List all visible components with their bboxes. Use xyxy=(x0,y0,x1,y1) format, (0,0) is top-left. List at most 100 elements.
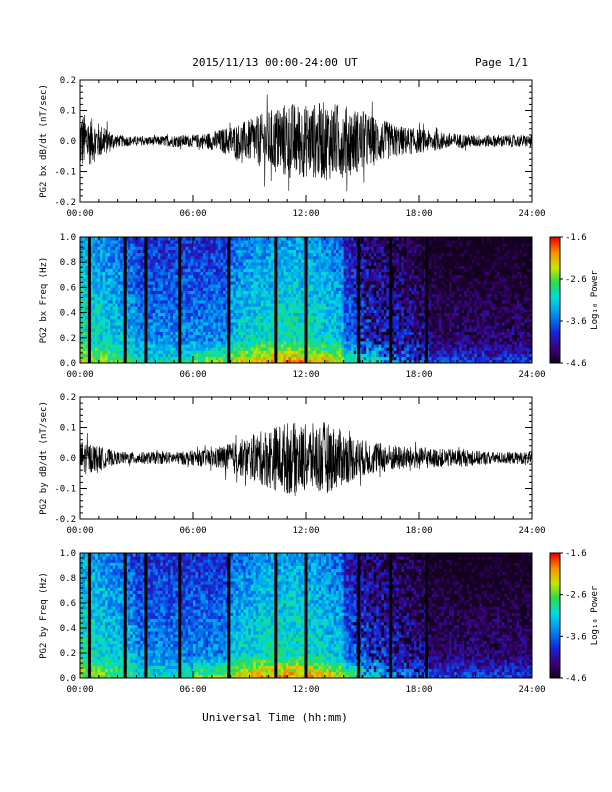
heatmap-cell xyxy=(117,334,121,339)
heatmap-cell xyxy=(316,331,319,336)
heatmap-cell xyxy=(110,249,114,254)
heatmap-cell xyxy=(351,312,355,317)
heatmap-cell xyxy=(120,344,124,348)
heatmap-cell xyxy=(187,350,191,354)
heatmap-cell xyxy=(198,344,201,348)
heatmap-cell xyxy=(218,274,222,279)
heatmap-cell xyxy=(308,359,312,364)
heatmap-cell xyxy=(185,274,189,279)
heatmap-cell xyxy=(102,290,106,295)
heatmap-cell xyxy=(105,322,109,326)
heatmap-cell xyxy=(130,246,134,250)
heatmap-cell xyxy=(336,274,340,279)
heatmap-cell xyxy=(371,356,375,361)
heatmap-cell xyxy=(215,252,219,257)
heatmap-cell xyxy=(155,331,159,336)
heatmap-cell xyxy=(175,265,179,269)
heatmap-cell xyxy=(112,347,116,351)
heatmap-cell xyxy=(220,350,224,354)
heatmap-cell xyxy=(300,243,304,247)
heatmap-cell xyxy=(336,344,340,348)
heatmap-cell xyxy=(165,328,169,332)
heatmap-cell xyxy=(338,255,342,260)
heatmap-cell xyxy=(220,340,224,345)
heatmap-cell xyxy=(238,328,242,332)
heatmap-cell xyxy=(240,322,244,326)
heatmap-cell xyxy=(230,318,234,323)
heatmap-cell xyxy=(238,277,242,282)
heatmap-cell xyxy=(230,359,234,364)
heatmap-cell xyxy=(100,347,103,351)
heatmap-cell xyxy=(368,243,372,247)
heatmap-cell xyxy=(270,312,274,317)
heatmap-cell xyxy=(311,300,314,304)
heatmap-cell xyxy=(140,277,144,282)
heatmap-cell xyxy=(235,237,239,241)
heatmap-cell xyxy=(193,243,196,247)
heatmap-cell xyxy=(142,315,146,320)
heatmap-cell xyxy=(283,293,287,298)
heatmap-cell xyxy=(318,243,322,247)
heatmap-cell xyxy=(137,318,141,323)
heatmap-cell xyxy=(203,281,206,285)
heatmap-cell xyxy=(363,293,367,298)
heatmap-cell xyxy=(170,268,174,273)
heatmap-cell xyxy=(243,281,247,285)
heatmap-cell xyxy=(366,243,370,247)
heatmap-cell xyxy=(130,322,134,326)
heatmap-cell xyxy=(311,340,314,345)
heatmap-cell xyxy=(140,240,144,244)
heatmap-cell xyxy=(193,303,196,307)
heatmap-cell xyxy=(117,350,121,354)
heatmap-cell xyxy=(341,359,345,364)
heatmap-cell xyxy=(175,252,179,257)
heatmap-cell xyxy=(353,262,357,266)
heatmap-cell xyxy=(167,347,171,351)
heatmap-cell xyxy=(285,290,289,295)
heatmap-cell xyxy=(278,359,282,364)
heatmap-cell xyxy=(130,287,134,291)
heatmap-cell xyxy=(318,262,322,266)
heatmap-cell xyxy=(175,344,179,348)
heatmap-cell xyxy=(90,281,93,285)
heatmap-cell xyxy=(172,315,176,320)
heatmap-cell xyxy=(147,243,151,247)
heatmap-cell xyxy=(220,306,224,310)
heatmap-cell xyxy=(85,293,88,298)
heatmap-cell xyxy=(90,340,93,345)
heatmap-cell xyxy=(238,337,242,342)
heatmap-cell xyxy=(248,325,252,329)
heatmap-cell xyxy=(293,331,297,336)
heatmap-cell xyxy=(243,246,247,250)
heatmap-cell xyxy=(333,274,337,279)
heatmap-cell xyxy=(371,325,375,329)
heatmap-cell xyxy=(376,344,380,348)
heatmap-cell xyxy=(258,312,262,317)
heatmap-cell xyxy=(90,271,93,276)
heatmap-cell xyxy=(245,312,249,317)
heatmap-cell xyxy=(323,300,327,304)
heatmap-cell xyxy=(155,265,159,269)
heatmap-cell xyxy=(142,249,146,254)
heatmap-cell xyxy=(208,255,211,260)
heatmap-cell xyxy=(378,347,382,351)
heatmap-cell xyxy=(165,334,169,339)
heatmap-cell xyxy=(127,325,131,329)
heatmap-cell xyxy=(283,337,287,342)
heatmap-cell xyxy=(215,353,219,358)
heatmap-cell xyxy=(233,359,237,364)
heatmap-cell xyxy=(127,337,131,342)
heatmap-cell xyxy=(205,293,209,298)
heatmap-cell xyxy=(110,309,114,313)
heatmap-cell xyxy=(160,284,164,288)
heatmap-cell xyxy=(263,303,267,307)
heatmap-cell xyxy=(195,252,199,257)
heatmap-cell xyxy=(208,331,211,336)
heatmap-cell xyxy=(218,337,222,342)
heatmap-cell xyxy=(193,284,196,288)
heatmap-cell xyxy=(318,340,322,345)
heatmap-cell xyxy=(353,281,357,285)
heatmap-cell xyxy=(180,334,184,339)
heatmap-cell xyxy=(97,293,101,298)
heatmap-cell xyxy=(137,290,141,295)
